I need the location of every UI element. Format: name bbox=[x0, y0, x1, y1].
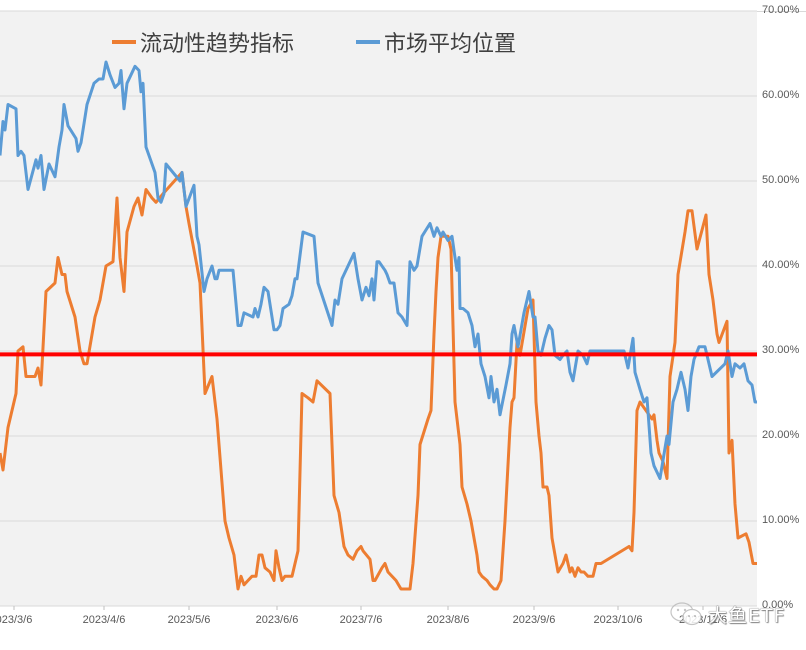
legend-item-market-average[interactable]: 市场平均位置 bbox=[356, 26, 516, 58]
x-axis-ticks bbox=[13, 606, 704, 610]
watermark: 大鱼ETF bbox=[668, 600, 786, 628]
legend-swatch-orange-icon bbox=[112, 40, 136, 44]
x-tick-label: 2023/10/6 bbox=[593, 614, 643, 626]
y-tick-label: 10.00% bbox=[762, 514, 800, 526]
wechat-icon bbox=[670, 602, 702, 626]
legend-swatch-blue-icon bbox=[356, 40, 381, 44]
y-tick-label: 0.00% bbox=[762, 599, 794, 611]
x-tick-label: 2023/4/6 bbox=[82, 614, 126, 626]
y-tick-label: 20.00% bbox=[762, 429, 800, 441]
y-tick-label: 30.00% bbox=[762, 344, 800, 356]
x-tick-label: 023/3/6 bbox=[0, 614, 33, 626]
x-tick-label: 2023/5/6 bbox=[167, 614, 211, 626]
y-tick-label: 40.00% bbox=[762, 259, 800, 271]
y-tick-label: 50.00% bbox=[762, 174, 800, 186]
x-tick-label: 2023/7/6 bbox=[339, 614, 383, 626]
x-tick-label: 2023/9/6 bbox=[512, 614, 556, 626]
series-line-market-average bbox=[0, 60, 757, 480]
y-tick-label: 70.00% bbox=[762, 4, 800, 16]
x-tick-label: 2023/8/6 bbox=[426, 614, 470, 626]
legend-item-liquidity-trend[interactable]: 流动性趋势指标 bbox=[112, 26, 294, 58]
watermark-text: 大鱼ETF bbox=[708, 604, 786, 627]
series-line-liquidity-trend bbox=[0, 171, 757, 591]
y-tick-label: 60.00% bbox=[762, 89, 800, 101]
chart-legend: 流动性趋势指标 市场平均位置 bbox=[112, 26, 578, 58]
legend-label: 市场平均位置 bbox=[384, 32, 517, 57]
legend-label: 流动性趋势指标 bbox=[140, 32, 295, 57]
x-tick-label: 2023/6/6 bbox=[255, 614, 299, 626]
plot-area bbox=[0, 11, 757, 606]
